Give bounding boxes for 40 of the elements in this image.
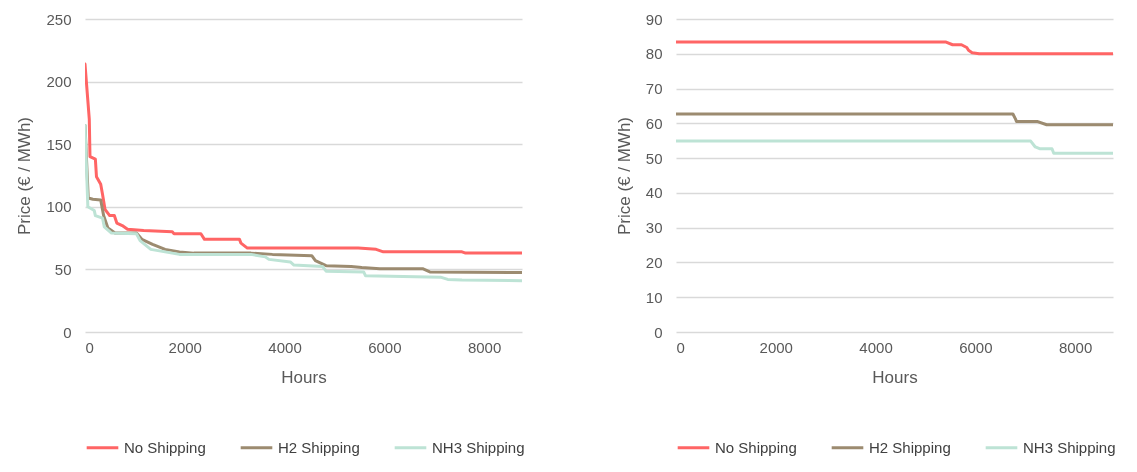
y-tick-label: 50 (54, 260, 72, 278)
legend-label: NH3 Shipping (432, 438, 525, 456)
x-tick-label: 8000 (1058, 338, 1093, 356)
y-tick-label: 90 (645, 10, 663, 28)
y-tick-label: 20 (645, 253, 663, 271)
x-axis-title: Hours (281, 367, 327, 387)
y-tick-label: 50 (645, 149, 663, 167)
y-tick-label: 70 (645, 80, 663, 98)
x-tick-label: 8000 (467, 338, 502, 356)
legend-label: H2 Shipping (869, 438, 951, 456)
y-axis-title: Price (€ / MWh) (614, 116, 634, 236)
y-tick-label: 60 (645, 114, 663, 132)
y-tick-label: 200 (46, 73, 72, 91)
y-tick-label: 150 (46, 135, 72, 153)
line-series (676, 40, 1113, 56)
x-tick-label: 0 (676, 338, 685, 356)
y-tick-label: 0 (654, 323, 663, 341)
y-tick-label: 250 (46, 10, 72, 28)
line-series (676, 112, 1113, 127)
legend-label: NH3 Shipping (1023, 438, 1116, 456)
line-series (676, 139, 1113, 155)
x-tick-label: 6000 (959, 338, 993, 356)
y-tick-label: 30 (645, 219, 663, 237)
y-tick-label: 100 (46, 198, 72, 216)
x-tick-label: 0 (85, 338, 94, 356)
x-tick-label: 2000 (759, 338, 793, 356)
legend-label: No Shipping (124, 438, 206, 456)
legend-label: H2 Shipping (278, 438, 360, 456)
line-series (85, 62, 522, 255)
y-tick-label: 10 (645, 288, 663, 306)
x-axis-title: Hours (872, 367, 918, 387)
y-axis-title: Price (€ / MWh) (15, 116, 35, 236)
x-tick-label: 4000 (268, 338, 302, 356)
y-tick-label: 80 (645, 45, 663, 63)
x-tick-label: 6000 (368, 338, 402, 356)
y-tick-label: 40 (645, 184, 663, 202)
x-tick-label: 4000 (859, 338, 893, 356)
legend-label: No Shipping (715, 438, 797, 456)
x-tick-label: 2000 (168, 338, 202, 356)
y-tick-label: 0 (63, 323, 72, 341)
